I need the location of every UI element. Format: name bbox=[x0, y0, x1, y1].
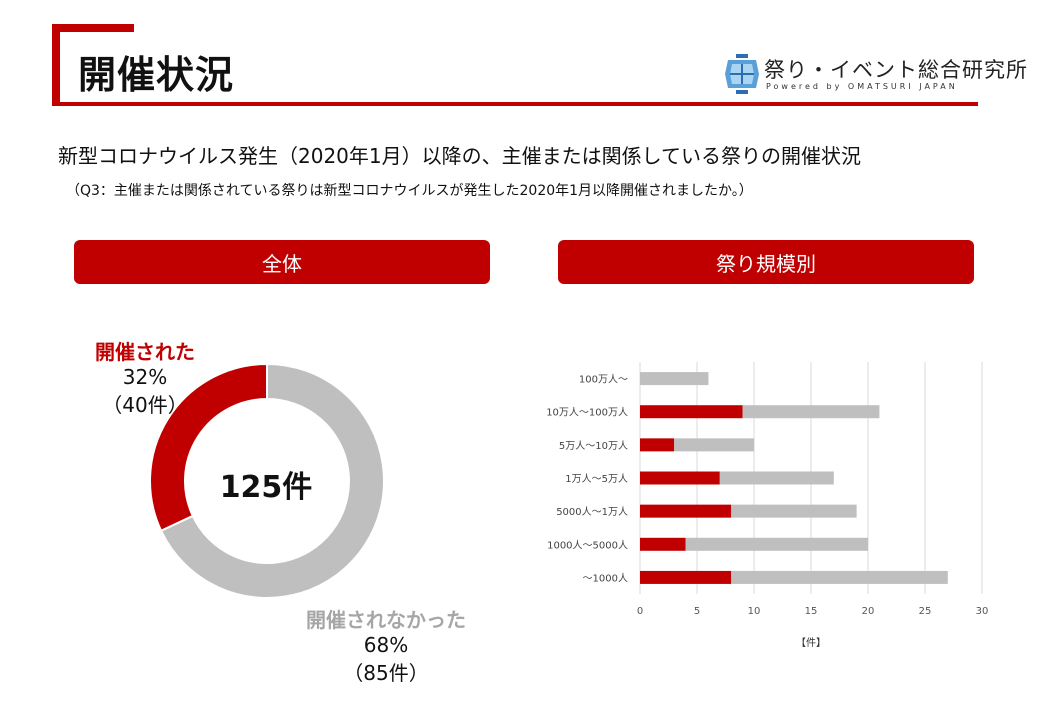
x-axis-label: 【件】 bbox=[796, 637, 826, 649]
bar-held bbox=[640, 471, 720, 485]
donut-label-held-count: （40件） bbox=[102, 393, 188, 417]
title-accent-left bbox=[52, 24, 60, 106]
bar-not-held bbox=[719, 471, 834, 485]
section-header-by-scale-label: 祭り規模別 bbox=[716, 251, 816, 276]
donut-total: 125件 bbox=[219, 470, 313, 505]
bar-not-held bbox=[731, 570, 948, 584]
x-tick-label: 30 bbox=[976, 606, 989, 617]
section-header-overall: 全体 bbox=[74, 240, 490, 284]
title-accent-top bbox=[52, 24, 134, 32]
x-tick-label: 20 bbox=[862, 606, 875, 617]
donut-label-not-held-count: （85件） bbox=[343, 661, 429, 685]
donut-slice-held bbox=[150, 364, 268, 533]
bar-not-held bbox=[731, 504, 857, 518]
bar-not-held bbox=[685, 537, 868, 551]
bar-held bbox=[640, 405, 743, 419]
x-tick-label: 5 bbox=[694, 606, 700, 617]
bar-held bbox=[640, 438, 675, 452]
donut-label-held-percent: 32% bbox=[122, 365, 168, 389]
y-category-label: 10万人～100万人 bbox=[546, 407, 628, 419]
y-category-label: 5万人～10万人 bbox=[559, 440, 628, 452]
page-title: 開催状況 bbox=[78, 53, 235, 97]
lantern-logo-icon bbox=[725, 54, 759, 94]
bar-not-held bbox=[742, 405, 880, 419]
x-tick-label: 15 bbox=[805, 606, 818, 617]
logo: 祭り・イベント総合研究所 Powered by OMATSURI JAPAN bbox=[724, 52, 1027, 98]
section-header-by-scale: 祭り規模別 bbox=[558, 240, 974, 284]
slide-subtitle: 新型コロナウイルス発生（2020年1月）以降の、主催または関係している祭りの開催… bbox=[58, 144, 862, 168]
y-category-label: 100万人～ bbox=[579, 374, 628, 386]
x-tick-label: 25 bbox=[919, 606, 932, 617]
bar-held bbox=[640, 504, 732, 518]
logo-subtext: Powered by OMATSURI JAPAN bbox=[766, 82, 958, 91]
donut-chart bbox=[150, 364, 384, 598]
x-tick-label: 0 bbox=[637, 606, 643, 617]
y-category-label: ～1000人 bbox=[583, 572, 628, 584]
title-frame bbox=[52, 24, 978, 106]
logo-text: 祭り・イベント総合研究所 bbox=[764, 58, 1028, 82]
donut-slice-not-held bbox=[159, 364, 384, 598]
bar-held bbox=[640, 570, 732, 584]
title-underline bbox=[52, 102, 978, 106]
donut-label-not-held-percent: 68% bbox=[363, 633, 409, 657]
donut-label-not-held: 開催されなかった 68% （85件） bbox=[298, 604, 474, 686]
y-category-label: 1万人～5万人 bbox=[565, 473, 628, 485]
y-category-label: 5000人～1万人 bbox=[556, 506, 628, 518]
bar-chart: 0 5 10 15 20 25 30 100万人～ 10万人～100万人 5万人～10万人 1万人～… bbox=[546, 362, 989, 649]
bar-held bbox=[640, 537, 686, 551]
y-category-label: 1000人～5000人 bbox=[547, 539, 628, 551]
bar-not-held bbox=[674, 438, 754, 452]
donut-label-held-name: 開催された bbox=[95, 340, 195, 364]
question-text: （Q3：主催または関係されている祭りは新型コロナウイルスが発生した2020年1月… bbox=[66, 183, 753, 199]
donut-label-held: 開催された 32% （40件） bbox=[88, 336, 202, 418]
x-tick-label: 10 bbox=[748, 606, 761, 617]
bar-not-held bbox=[640, 372, 709, 386]
section-header-overall-label: 全体 bbox=[262, 251, 302, 276]
donut-label-not-held-name: 開催されなかった bbox=[306, 608, 466, 632]
